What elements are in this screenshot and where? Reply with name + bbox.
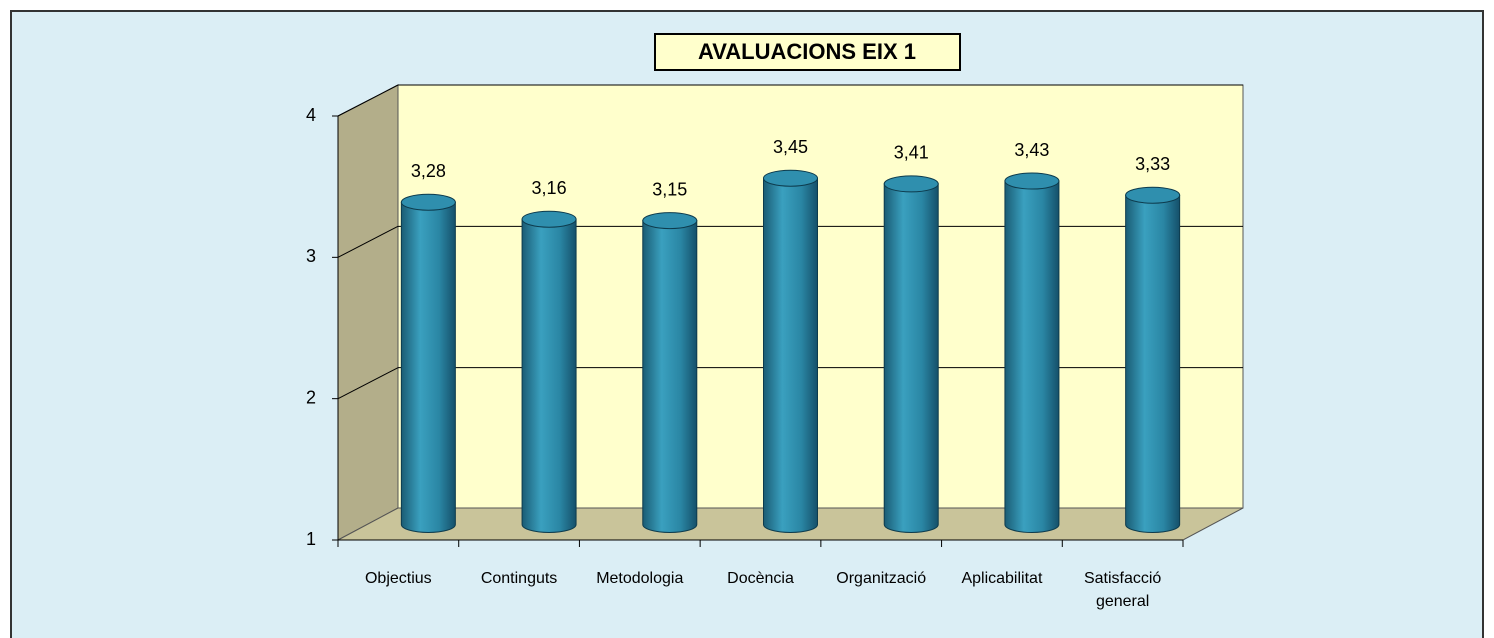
x-tick-label-box: Metodologia bbox=[596, 570, 684, 587]
bar-top bbox=[763, 169, 818, 187]
x-tick-label: Organització bbox=[836, 570, 927, 587]
data-label: 3,16 bbox=[532, 178, 567, 198]
bar bbox=[1125, 186, 1181, 533]
grid-line bbox=[337, 84, 399, 117]
bar-top bbox=[1125, 186, 1181, 204]
chart-title: AVALUACIONS EIX 1 bbox=[698, 39, 916, 64]
bar-body bbox=[521, 218, 577, 533]
x-tick-label: Metodologia bbox=[596, 570, 684, 587]
x-tick-label-box: Docència bbox=[727, 570, 794, 587]
x-tick-label-box: Objectius bbox=[364, 570, 432, 587]
x-tick-label-box: Aplicabilitat bbox=[961, 570, 1043, 587]
x-tick-label: Docència bbox=[727, 570, 794, 587]
data-label: 3,45 bbox=[773, 137, 808, 157]
x-tick-label: Objectius bbox=[364, 570, 432, 587]
bar-body bbox=[883, 183, 939, 533]
data-label: 3,33 bbox=[1135, 154, 1170, 174]
data-label: 3,41 bbox=[894, 143, 929, 163]
bar-top bbox=[883, 175, 939, 193]
y-tick-label: 1 bbox=[306, 529, 316, 549]
bar-body bbox=[400, 201, 456, 533]
y-tick-label: 3 bbox=[306, 246, 316, 266]
data-label: 3,15 bbox=[652, 179, 687, 199]
bar bbox=[883, 175, 939, 533]
x-tick-label: Aplicabilitat bbox=[961, 570, 1043, 587]
bar-top bbox=[642, 212, 698, 230]
side-wall bbox=[337, 84, 399, 541]
y-tick-label: 4 bbox=[306, 105, 316, 125]
x-tick-label-box: Organització bbox=[836, 570, 927, 587]
bar bbox=[763, 169, 818, 533]
bar-body bbox=[763, 177, 818, 533]
bar bbox=[1004, 172, 1060, 533]
bar-body bbox=[642, 220, 698, 533]
grid-line bbox=[337, 367, 399, 400]
y-tick-label: 2 bbox=[306, 387, 316, 407]
title-box bbox=[654, 33, 961, 71]
bar bbox=[642, 212, 698, 533]
bar-body bbox=[1125, 194, 1181, 533]
bar bbox=[400, 193, 456, 533]
grid-line bbox=[337, 225, 399, 258]
bar bbox=[521, 210, 577, 533]
data-label: 3,28 bbox=[411, 161, 446, 181]
bar-top bbox=[521, 210, 577, 228]
x-tick-label-box: Satisfacció general bbox=[1083, 570, 1162, 610]
x-tick-label: Satisfacció general bbox=[1083, 570, 1162, 610]
bar-top bbox=[1004, 172, 1060, 190]
data-label: 3,43 bbox=[1014, 140, 1049, 160]
bar-body bbox=[1004, 180, 1060, 533]
x-tick-label-box: Continguts bbox=[480, 570, 558, 587]
bar-top bbox=[400, 193, 456, 211]
x-tick-label: Continguts bbox=[480, 570, 558, 587]
